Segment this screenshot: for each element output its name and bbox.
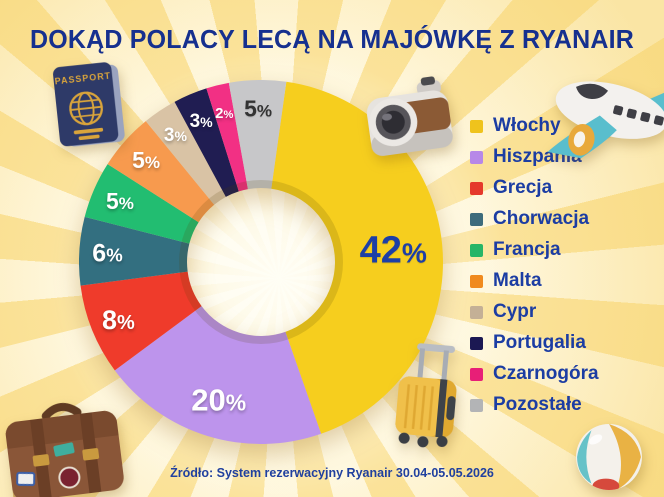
legend-label: Malta — [493, 270, 542, 291]
legend-swatch — [470, 398, 483, 412]
donut-inner-shadow — [179, 180, 343, 344]
page-title: DOKĄD POLACY LECĄ NA MAJÓWKĘ Z RYANAIR — [29, 26, 634, 54]
legend-item-cypr: Cypr — [470, 301, 599, 322]
trolley-suitcase-icon — [395, 343, 457, 448]
pie-slice-portugalia — [174, 88, 239, 197]
pie-slice-malta — [107, 121, 215, 223]
legend-swatch — [470, 181, 483, 195]
pie-slice-czarnogóra — [206, 82, 248, 192]
legend-swatch — [470, 367, 483, 381]
pie-slice-włochy — [271, 81, 444, 434]
donut-chart: 42%20%8%6%5%5%3%3%2% 5% — [79, 80, 444, 444]
legend-item-chorwacja: Chorwacja — [470, 208, 599, 229]
legend-label: Francja — [493, 239, 561, 260]
legend-swatch — [470, 243, 483, 257]
legend-item-grecja: Grecja — [470, 177, 599, 198]
pie-slice-francja — [84, 164, 199, 244]
slice-label-portugalia: 3% — [190, 111, 214, 132]
legend-item-czarnogóra: Czarnogóra — [470, 363, 599, 384]
legend-label: Chorwacja — [493, 208, 590, 229]
pie-slice-cypr — [145, 101, 226, 205]
legend-label: Czarnogóra — [493, 363, 599, 384]
travel-bag-icon — [5, 403, 124, 497]
legend-label: Portugalia — [493, 332, 586, 353]
legend-label: Grecja — [493, 177, 553, 198]
slice-label-pozostałe: 5% — [244, 95, 272, 121]
slice-label-cypr: 3% — [164, 125, 188, 146]
slice-label-czarnogóra: 2% — [215, 105, 233, 122]
slice-label-włochy: 42% — [360, 229, 427, 271]
pie-slice-chorwacja — [79, 216, 190, 286]
slice-label-francja: 5% — [106, 188, 134, 214]
legend-swatch — [470, 150, 483, 164]
legend-item-francja: Francja — [470, 239, 599, 260]
legend-swatch — [470, 119, 483, 133]
passport-icon: PASSPORT — [53, 62, 125, 147]
legend-label: Pozostałe — [493, 394, 582, 415]
slice-label-hiszpania: 20% — [191, 382, 246, 417]
pie-slice-grecja — [80, 271, 202, 371]
pie-slice-pozostałe — [228, 80, 287, 190]
legend-item-malta: Malta — [470, 270, 599, 291]
legend-label: Cypr — [493, 301, 537, 322]
legend-swatch — [470, 305, 483, 319]
slice-label-chorwacja: 6% — [92, 239, 122, 267]
legend-swatch — [470, 336, 483, 350]
slice-label-malta: 5% — [132, 147, 160, 173]
legend-label: Włochy — [493, 115, 561, 136]
legend-item-włochy: Włochy — [470, 115, 599, 136]
camera-icon — [366, 76, 453, 156]
source-note: Źródło: System rezerwacyjny Ryanair 30.0… — [170, 466, 494, 480]
airplane-icon — [548, 81, 664, 159]
beach-ball-icon — [576, 424, 642, 490]
legend: Włochy Hiszpania Grecja Chorwacja Francja Mal… — [470, 115, 599, 415]
legend-item-pozostałe: Pozostałe — [470, 394, 599, 415]
legend-swatch — [470, 274, 483, 288]
slice-label-grecja: 8% — [102, 305, 135, 335]
pie-slice-hiszpania — [114, 306, 322, 444]
legend-item-portugalia: Portugalia — [470, 332, 599, 353]
legend-swatch — [470, 212, 483, 226]
